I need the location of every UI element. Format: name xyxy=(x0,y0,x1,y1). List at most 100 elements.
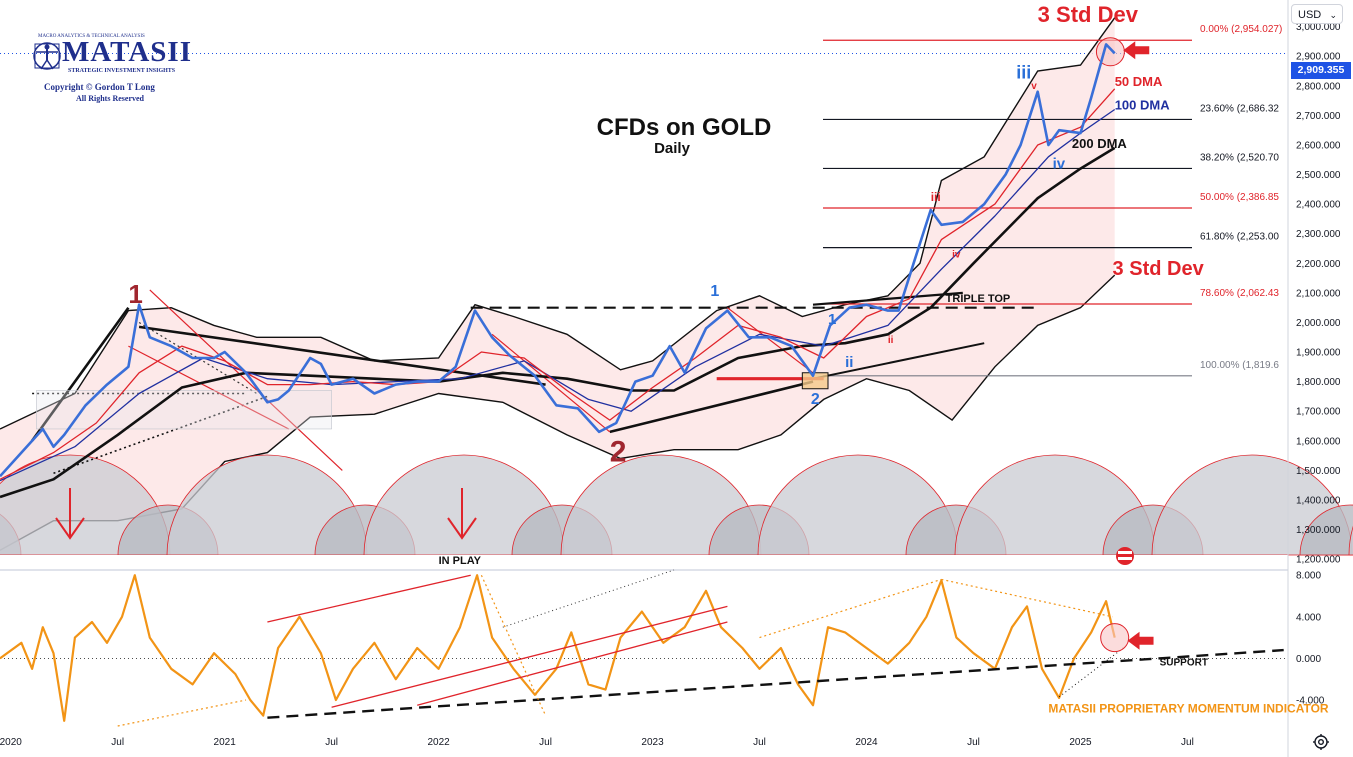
chart-annotation: TRIPLE TOP xyxy=(946,293,1011,305)
settings-gear-icon[interactable] xyxy=(1312,733,1330,751)
time-tick-label: 2025 xyxy=(1069,737,1092,748)
price-tick-label: 1,900.000 xyxy=(1296,348,1341,359)
price-tick-label: 1,500.000 xyxy=(1296,466,1341,477)
price-tick-label: 2,900.000 xyxy=(1296,52,1341,63)
chart-annotation: 100 DMA xyxy=(1115,97,1171,112)
trend-line xyxy=(812,342,985,380)
chart-annotation: SUPPORT xyxy=(1160,658,1208,669)
cycle-base xyxy=(0,555,1288,568)
trend-line xyxy=(491,333,611,433)
momentum-trend-line xyxy=(759,578,942,639)
chart-annotation: 3 Std Dev xyxy=(1038,2,1139,27)
chart-annotation: 3 Std Dev xyxy=(1113,258,1205,280)
chart-annotation: 50 DMA xyxy=(1115,74,1163,89)
fibonacci-levels: 0.00% (2,954.027) 23.60% (2,686.32 38.20% … xyxy=(823,24,1282,377)
price-tick-label: 1,800.000 xyxy=(1296,377,1341,388)
price-tick-label: 3,000.000 xyxy=(1296,22,1341,33)
time-tick-label: 2023 xyxy=(641,737,664,748)
chart-subtitle: Daily xyxy=(654,140,691,157)
time-tick-label: Jul xyxy=(753,737,766,748)
fib-level-label: 100.00% (1,819.6 xyxy=(1200,360,1279,371)
fib-level-label: 78.60% (2,062.43 xyxy=(1200,288,1279,299)
trend-line xyxy=(812,291,963,306)
chart-annotation: MATASII PROPRIETARY MOMENTUM INDICATOR xyxy=(1048,701,1329,715)
price-series xyxy=(0,43,1116,499)
momentum-tick-label: 8.000 xyxy=(1296,571,1321,582)
momentum-trend-line xyxy=(480,574,547,716)
chart-annotation: 1 xyxy=(828,311,836,328)
price-tick-label: 2,000.000 xyxy=(1296,318,1341,329)
momentum-trend-line xyxy=(417,621,728,706)
momentum-arrow-icon xyxy=(1127,631,1154,650)
fib-level-label: 38.20% (2,520.70 xyxy=(1200,152,1279,163)
trend-line xyxy=(609,380,814,434)
fib-level-label: 0.00% (2,954.027) xyxy=(1200,24,1282,35)
chart-title: CFDs on GOLD xyxy=(597,114,772,141)
momentum-trend-line xyxy=(502,569,675,628)
chart-annotation: 200 DMA xyxy=(1072,136,1128,151)
price-tick-label: 2,600.000 xyxy=(1296,140,1341,151)
series-50-dma xyxy=(0,88,1116,480)
momentum-tick-label: 0.000 xyxy=(1296,654,1321,665)
low-marker-box xyxy=(801,372,829,390)
price-tick-label: 1,600.000 xyxy=(1296,436,1341,447)
price-tick-label: 2,400.000 xyxy=(1296,200,1341,211)
time-tick-label: Jul xyxy=(111,737,124,748)
price-tick-label: 2,800.000 xyxy=(1296,81,1341,92)
chart-annotation: 2 xyxy=(811,391,820,408)
momentum-panel xyxy=(0,569,1288,727)
logo-copyright: Copyright © Gordon T Long xyxy=(44,82,155,92)
pane-separator[interactable] xyxy=(0,569,1288,571)
momentum-highlight-circle xyxy=(1100,623,1130,653)
trend-line xyxy=(149,289,343,471)
cycle-arrow xyxy=(447,488,477,540)
price-arrow-icon xyxy=(1123,41,1150,60)
momentum-tick-label: -4.000 xyxy=(1296,696,1325,707)
time-tick-label: Jul xyxy=(1181,737,1194,748)
logo-tagline: STRATEGIC INVESTMENT INSIGHTS xyxy=(68,68,176,74)
fib-level-label: 61.80% (2,253.00 xyxy=(1200,232,1279,243)
flag-stripe xyxy=(1118,551,1132,554)
std-dev-upper xyxy=(0,17,1116,430)
fib-level-label: 23.60% (2,686.32 xyxy=(1200,103,1279,114)
momentum-trend-line xyxy=(331,605,728,708)
chevron-down-icon: ⌄ xyxy=(1329,10,1337,20)
momentum-trend-line xyxy=(941,578,1113,618)
price-tick-label: 2,100.000 xyxy=(1296,288,1341,299)
cycle-arc xyxy=(1348,525,1353,556)
logo-top-line: MACRO ANALYTICS & TECHNICAL ANALYSIS xyxy=(38,34,145,39)
price-tick-label: 2,300.000 xyxy=(1296,229,1341,240)
flag-icon xyxy=(1116,547,1134,565)
last-price-tag: 2,909.355 xyxy=(1291,62,1351,79)
chart-annotation: iii xyxy=(931,190,941,204)
series-100-dma xyxy=(0,108,1116,482)
price-tick-label: 2,700.000 xyxy=(1296,111,1341,122)
chart-annotation: iii xyxy=(1016,62,1031,82)
std-dev-band xyxy=(0,17,1115,551)
chart-annotation: ii xyxy=(845,354,853,371)
currency-selector[interactable]: USD ⌄ xyxy=(1291,4,1343,24)
price-tick-label: 1,300.000 xyxy=(1296,525,1341,536)
price-tick-label: 1,700.000 xyxy=(1296,407,1341,418)
annotations: 3 Std Dev 3 Std Dev 50 DMA 100 DMA 200 DMA TR… xyxy=(128,2,1329,715)
price-tick-label: 1,200.000 xyxy=(1296,555,1341,566)
chart-annotation: 1 xyxy=(710,283,719,300)
series-momentum xyxy=(0,574,1116,722)
vitruvian-emblem-icon xyxy=(33,42,61,70)
chart-annotation: 2 xyxy=(610,436,627,469)
chart-annotation: v xyxy=(1031,81,1037,92)
chart-annotation: ii xyxy=(888,335,894,346)
time-tick-label: Jul xyxy=(539,737,552,748)
consolidation-box xyxy=(36,390,332,430)
trend-line xyxy=(727,307,814,374)
matasii-logo: MACRO ANALYTICS & TECHNICAL ANALYSIS MAT… xyxy=(28,34,200,106)
trend-line xyxy=(31,306,130,442)
time-tick-label: Jul xyxy=(325,737,338,748)
cycle-arrow xyxy=(55,488,85,540)
cycle-arcs xyxy=(0,454,1353,568)
chart-annotation: iv xyxy=(952,249,961,260)
trend-line xyxy=(128,345,290,430)
price-tick-label: 1,400.000 xyxy=(1296,495,1341,506)
